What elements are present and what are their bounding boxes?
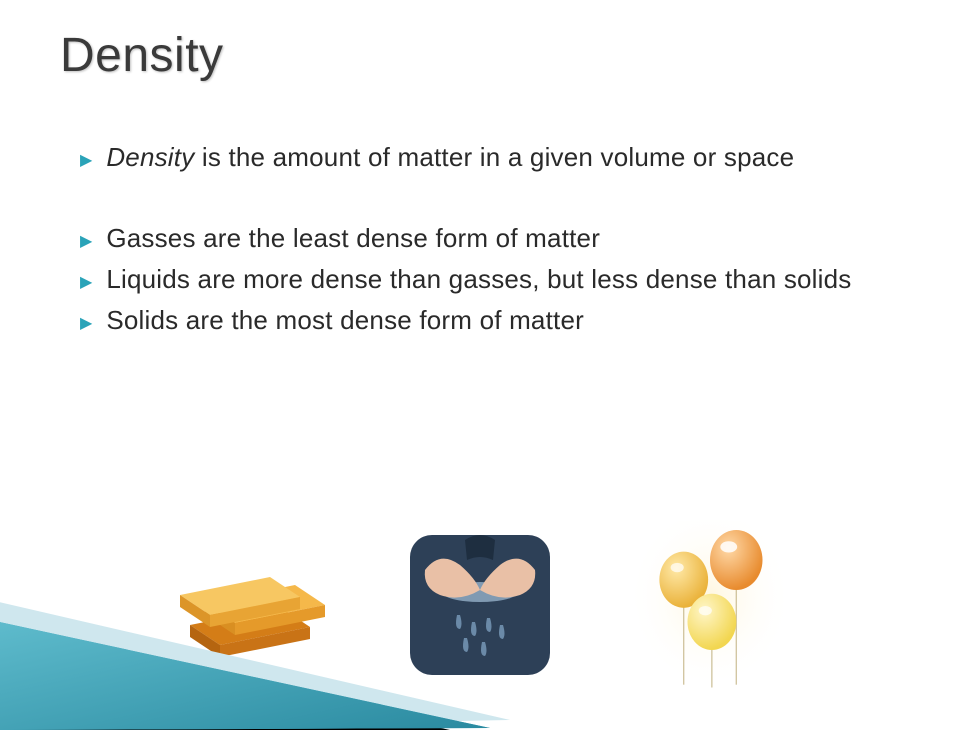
bullet-marker-icon: ▶: [80, 272, 92, 292]
bullet-marker-icon: ▶: [80, 231, 92, 251]
bullet-text: Solids are the most dense form of matter: [106, 303, 584, 338]
bullet-rest: is the amount of matter in a given volum…: [194, 142, 794, 172]
bullet-text: Liquids are more dense than gasses, but …: [106, 262, 851, 297]
bullet-list: ▶ Density is the amount of matter in a g…: [80, 140, 900, 344]
water-hands-icon: [400, 530, 560, 680]
bullet-marker-icon: ▶: [80, 313, 92, 333]
illustration-row: [0, 530, 960, 680]
gold-bars-icon: [170, 530, 330, 680]
bullet-marker-icon: ▶: [80, 150, 92, 170]
list-item: ▶ Solids are the most dense form of matt…: [80, 303, 900, 338]
slide-title: Density: [60, 28, 224, 83]
list-item: ▶ Density is the amount of matter in a g…: [80, 140, 900, 175]
bullet-text: Gasses are the least dense form of matte…: [106, 221, 600, 256]
balloons-icon: [630, 530, 790, 680]
list-item: ▶ Liquids are more dense than gasses, bu…: [80, 262, 900, 297]
bullet-text: Density is the amount of matter in a giv…: [106, 140, 794, 175]
list-item: ▶ Gasses are the least dense form of mat…: [80, 221, 900, 256]
italic-term: Density: [106, 142, 194, 172]
